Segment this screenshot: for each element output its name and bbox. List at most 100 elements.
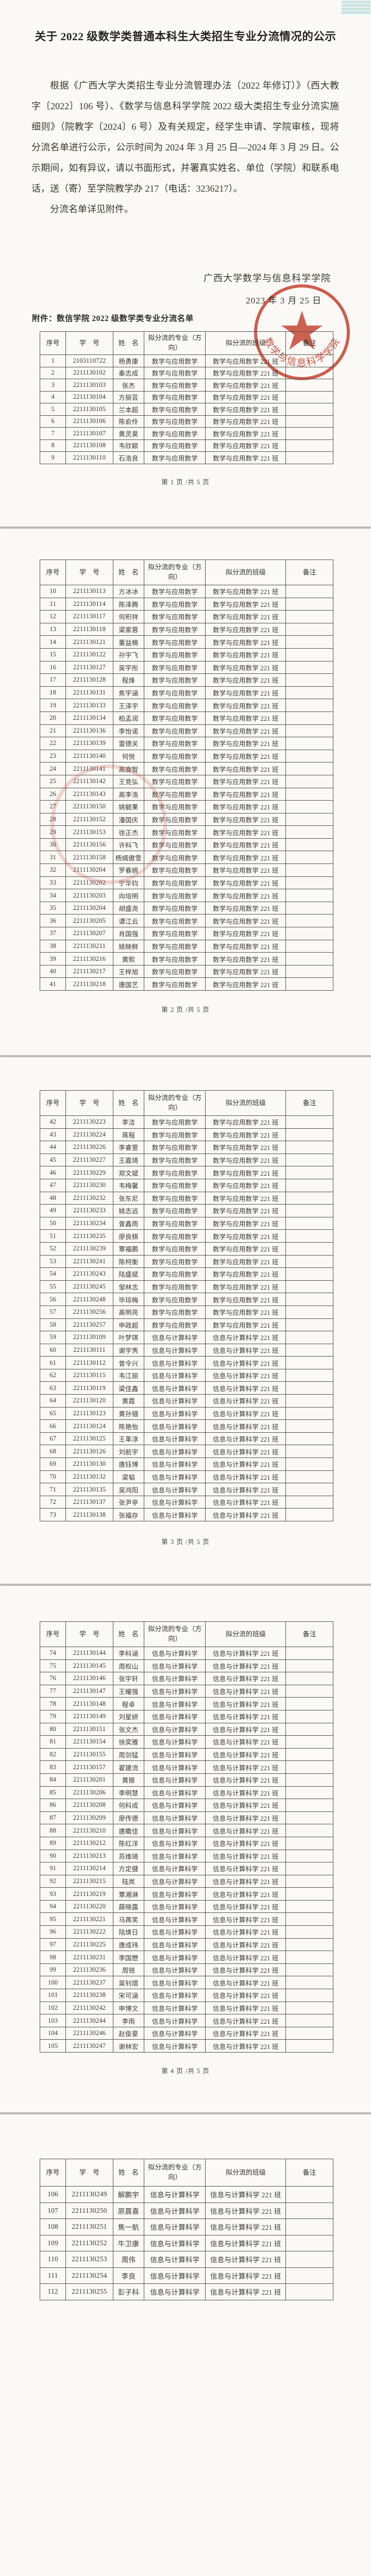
row-no: 60 (39, 1343, 66, 1357)
student-id: 2211130243 (65, 1267, 113, 1281)
class-cell: 信息与计算科学 221 班 (205, 1760, 286, 1774)
class-cell: 信息与计算科学 221 班 (205, 1343, 286, 1357)
table-row: 112 2211130255 彭子科 信息与计算科学 信息与计算科学 221 班 (39, 2283, 333, 2300)
row-no: 38 (39, 939, 66, 953)
student-name: 张宇轩 (112, 1672, 145, 1685)
major-cell: 信息与计算科学 (144, 1495, 206, 1509)
note-cell (285, 1938, 333, 1952)
class-cell: 数学与应用数学 221 班 (205, 977, 286, 991)
major-cell: 数学与应用数学 (144, 1178, 206, 1192)
corner-stamp-mark (342, 1, 370, 14)
student-name: 李洁 (112, 1115, 145, 1129)
major-cell: 数学与应用数学 (144, 673, 206, 687)
row-no: 35 (39, 901, 66, 915)
table-row: 9 2211130110 石浩良 数学与应用数学 数学与应用数学 221 班 (39, 451, 333, 464)
major-cell: 数学与应用数学 (144, 1229, 206, 1243)
student-id: 2211130131 (65, 686, 113, 700)
note-cell (285, 1722, 333, 1736)
class-cell: 信息与计算科学 221 班 (205, 2186, 286, 2203)
row-no: 98 (39, 1951, 66, 1964)
major-cell: 信息与计算科学 (144, 1406, 206, 1420)
student-id: 2211130206 (65, 1786, 113, 1800)
student-id: 2211130115 (65, 1368, 113, 1382)
major-cell: 信息与计算科学 (144, 1684, 206, 1698)
student-name: 杨勇康 (112, 354, 145, 367)
major-cell: 信息与计算科学 (144, 2218, 206, 2235)
row-no: 24 (39, 762, 66, 775)
student-id: 2211130233 (65, 1204, 113, 1217)
table-row: 69 2211130130 唐钰博 信息与计算科学 信息与计算科学 221 班 (39, 1458, 333, 1471)
column-header: 学 号 (65, 331, 113, 355)
note-cell (285, 1862, 333, 1875)
class-cell: 数学与应用数学 221 班 (205, 787, 286, 801)
note-cell (285, 1824, 333, 1837)
class-cell: 信息与计算科学 221 班 (205, 1508, 286, 1521)
student-id: 2211130108 (65, 439, 113, 452)
table-row: 4 2211130104 方丽芸 数学与应用数学 数学与应用数学 221 班 (39, 391, 333, 403)
major-cell: 数学与应用数学 (144, 889, 206, 902)
row-no: 42 (39, 1115, 66, 1129)
note-cell (285, 1331, 333, 1344)
major-cell: 数学与应用数学 (144, 749, 206, 763)
row-no: 91 (39, 1862, 66, 1875)
row-no: 9 (39, 451, 66, 464)
student-id: 2211130257 (65, 1318, 113, 1332)
student-id: 2211130135 (65, 1483, 113, 1496)
row-no: 92 (39, 1874, 66, 1888)
table-row: 80 2211130151 张文杰 信息与计算科学 信息与计算科学 221 班 (39, 1722, 333, 1736)
note-cell (285, 774, 333, 788)
major-cell: 数学与应用数学 (144, 812, 206, 826)
class-cell: 数学与应用数学 221 班 (205, 863, 286, 877)
major-cell: 数学与应用数学 (144, 597, 206, 611)
major-cell: 信息与计算科学 (144, 1647, 206, 1660)
note-cell (285, 1786, 333, 1800)
table-row: 56 2211130248 毕琼梅 数学与应用数学 数学与应用数学 221 班 (39, 1293, 333, 1306)
class-cell: 数学与应用数学 221 班 (205, 1242, 286, 1256)
column-header: 备注 (285, 1621, 333, 1647)
note-cell (285, 1735, 333, 1749)
student-id: 2211130156 (65, 838, 113, 852)
note-cell (285, 1191, 333, 1205)
note-cell (285, 711, 333, 725)
student-id: 2211130230 (65, 1178, 113, 1192)
placement-table: 序号学 号姓 名拟分流的专业（方向） 拟分流的班级 备注 10 2211130113 方冰… (39, 560, 333, 991)
class-cell: 信息与计算科学 221 班 (205, 1836, 286, 1850)
note-cell (285, 1989, 333, 2002)
row-no: 106 (39, 2186, 66, 2203)
major-cell: 数学与应用数学 (144, 415, 206, 428)
table-row: 73 2211130138 张福存 信息与计算科学 信息与计算科学 221 班 (39, 1508, 333, 1521)
class-cell: 数学与应用数学 221 班 (205, 876, 286, 890)
student-id: 2211130143 (65, 787, 113, 801)
class-cell: 信息与计算科学 221 班 (205, 1368, 286, 1382)
table-row: 34 2211130203 向培明 数学与应用数学 数学与应用数学 221 班 (39, 889, 333, 902)
row-no: 101 (39, 1989, 66, 2002)
major-cell: 数学与应用数学 (144, 838, 206, 852)
note-cell (285, 1293, 333, 1306)
column-header: 拟分流的班级 (205, 2159, 286, 2187)
note-cell (285, 1508, 333, 1521)
student-name: 曾令兴 (112, 1356, 145, 1369)
table-row: 83 2211130157 翟建流 信息与计算科学 信息与计算科学 221 班 (39, 1760, 333, 1774)
table-row: 48 2211130232 张东尼 数学与应用数学 数学与应用数学 221 班 (39, 1191, 333, 1205)
student-name: 唐国艺 (112, 977, 145, 991)
major-cell: 数学与应用数学 (144, 952, 206, 965)
major-cell: 信息与计算科学 (144, 1508, 206, 1521)
note-cell (285, 1495, 333, 1509)
major-cell: 数学与应用数学 (144, 927, 206, 940)
page-3: 序号学 号姓 名拟分流的专业（方向） 拟分流的班级 备注 42 2211130223 李洁… (0, 1057, 371, 1584)
class-cell: 数学与应用数学 221 班 (205, 1191, 286, 1205)
column-header: 拟分流的专业（方向） (144, 560, 206, 585)
row-no: 53 (39, 1255, 66, 1268)
class-cell: 信息与计算科学 221 班 (205, 1709, 286, 1723)
table-row: 82 2211130155 周剑锰 信息与计算科学 信息与计算科学 221 班 (39, 1748, 333, 1761)
class-cell: 数学与应用数学 221 班 (205, 914, 286, 928)
student-id: 2211130208 (65, 1799, 113, 1812)
row-no: 89 (39, 1836, 66, 1850)
class-cell: 数学与应用数学 221 班 (205, 812, 286, 826)
student-name: 申政超 (112, 1318, 145, 1332)
student-id: 2211130225 (65, 1938, 113, 1952)
row-no: 49 (39, 1204, 66, 1217)
student-name: 石浩良 (112, 451, 145, 464)
row-no: 28 (39, 812, 66, 826)
student-name: 陆盛斌 (112, 1267, 145, 1281)
